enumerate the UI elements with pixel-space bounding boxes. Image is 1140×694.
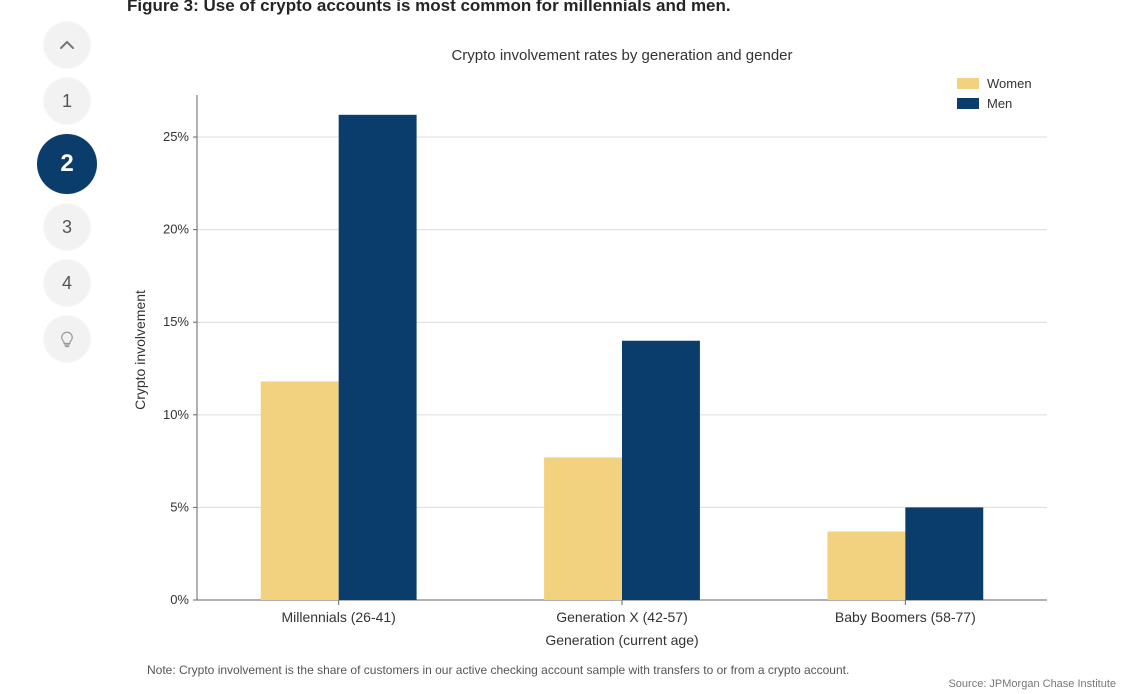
nav-step-2-label: 2 xyxy=(60,150,73,178)
chart-footnote: Note: Crypto involvement is the share of… xyxy=(147,663,849,677)
y-tick-label: 10% xyxy=(163,407,189,422)
bar xyxy=(544,457,622,600)
bar xyxy=(905,507,983,600)
bar xyxy=(827,531,905,600)
y-tick-label: 15% xyxy=(163,314,189,329)
figure-caption: Figure 3: Use of crypto accounts is most… xyxy=(127,0,731,16)
y-tick-label: 5% xyxy=(170,499,189,514)
y-tick-label: 0% xyxy=(170,592,189,607)
nav-step-1-label: 1 xyxy=(62,91,72,112)
lightbulb-icon xyxy=(58,330,76,348)
nav-step-1[interactable]: 1 xyxy=(44,78,90,124)
bar xyxy=(339,115,417,600)
legend-label: Men xyxy=(987,96,1012,111)
chevron-up-icon xyxy=(59,37,75,53)
x-category-label: Millennials (26-41) xyxy=(281,609,395,625)
nav-insight-button[interactable] xyxy=(44,316,90,362)
nav-step-3[interactable]: 3 xyxy=(44,204,90,250)
x-category-label: Generation X (42-57) xyxy=(556,609,688,625)
y-tick-label: 20% xyxy=(163,222,189,237)
y-tick-label: 25% xyxy=(163,129,189,144)
x-axis-label: Generation (current age) xyxy=(545,632,698,648)
nav-step-2[interactable]: 2 xyxy=(37,134,97,194)
bar xyxy=(622,341,700,600)
chart-container: Crypto involvement rates by generation a… xyxy=(127,30,1117,670)
chart-title: Crypto involvement rates by generation a… xyxy=(451,47,792,64)
nav-up-button[interactable] xyxy=(44,22,90,68)
section-nav: 1 2 3 4 xyxy=(44,22,90,372)
bar xyxy=(261,381,339,600)
y-axis-label: Crypto involvement xyxy=(132,290,148,410)
x-category-label: Baby Boomers (58-77) xyxy=(835,609,976,625)
legend-swatch xyxy=(957,78,979,89)
nav-step-4-label: 4 xyxy=(62,273,72,294)
chart-source: Source: JPMorgan Chase Institute xyxy=(948,678,1116,690)
legend-label: Women xyxy=(987,76,1032,91)
bar-chart: Crypto involvement rates by generation a… xyxy=(127,30,1117,670)
legend-swatch xyxy=(957,98,979,109)
nav-step-4[interactable]: 4 xyxy=(44,260,90,306)
nav-step-3-label: 3 xyxy=(62,217,72,238)
